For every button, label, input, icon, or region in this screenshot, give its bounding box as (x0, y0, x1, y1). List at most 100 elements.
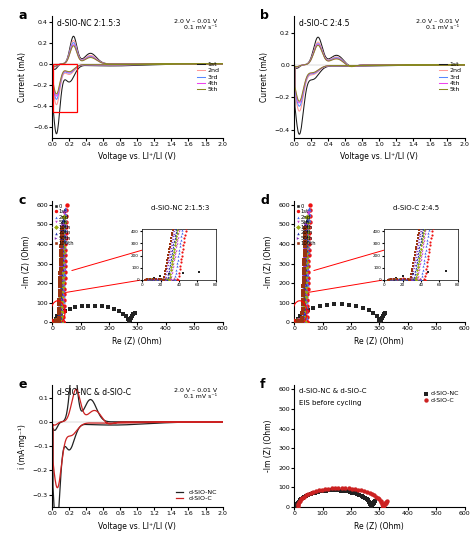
1st (55, 316, 63, 325)
50th (301, 248, 309, 257)
10th (301, 298, 308, 306)
1st (305, 228, 313, 237)
Y-axis label: -Im (Z) (Ohm): -Im (Z) (Ohm) (22, 235, 31, 288)
20th (300, 304, 308, 312)
d-SIO-C (382, 499, 389, 508)
d-SIO-C (378, 499, 386, 508)
1st (306, 223, 313, 232)
50th (56, 304, 64, 313)
50th (299, 313, 307, 322)
50th (57, 257, 65, 266)
2nd (302, 307, 310, 316)
50th (49, 318, 57, 326)
10th (303, 217, 311, 226)
d-SIO-NC (220, 419, 226, 425)
20th (57, 279, 65, 288)
2nd (302, 312, 310, 321)
10th (58, 263, 66, 271)
4th (339, 58, 345, 64)
50th (59, 220, 66, 229)
1st (306, 201, 314, 209)
1st (61, 273, 68, 282)
5th (295, 316, 303, 325)
100th (299, 313, 306, 322)
1st (199, 60, 205, 67)
d-SIO-C (73, 386, 79, 392)
50th (292, 317, 299, 326)
d-SIO-NC (173, 419, 179, 425)
100th (58, 224, 66, 233)
5th (301, 292, 309, 300)
3rd (320, 50, 326, 57)
d-SIO-NC (97, 413, 103, 419)
d-SIO-NC (71, 357, 76, 364)
1st (61, 262, 69, 271)
100th (55, 318, 63, 326)
50th (58, 234, 66, 243)
0 (359, 303, 367, 312)
100th (55, 300, 63, 309)
0 (293, 318, 301, 326)
50th (302, 229, 310, 238)
5th (315, 42, 321, 49)
2nd (54, 101, 59, 108)
d-SIO-C (87, 409, 93, 416)
Text: d-SiO-C 2:4.5: d-SiO-C 2:4.5 (393, 204, 439, 210)
Line: 2nd: 2nd (295, 42, 465, 111)
5th (301, 297, 309, 306)
1st (415, 62, 421, 68)
d-SIO-C (296, 496, 303, 505)
2nd (61, 226, 69, 235)
20th (58, 245, 66, 254)
0 (294, 314, 301, 323)
100th (300, 287, 307, 295)
0 (127, 315, 134, 324)
Legend: d-SIO-NC, d-SIO-C: d-SIO-NC, d-SIO-C (421, 389, 461, 405)
10th (292, 318, 299, 326)
Text: d-SIO-C 2:4.5: d-SIO-C 2:4.5 (299, 19, 350, 28)
50th (301, 239, 309, 247)
3rd (173, 60, 179, 67)
100th (300, 269, 308, 277)
3rd (315, 40, 321, 47)
0 (78, 302, 86, 311)
5th (59, 255, 67, 264)
1st (304, 273, 312, 282)
d-SIO-NC (87, 396, 93, 403)
1st (300, 316, 308, 325)
100th (56, 287, 64, 295)
Legend: d-SIO-NC, d-SIO-C: d-SIO-NC, d-SIO-C (173, 487, 219, 504)
2nd (292, 317, 300, 326)
1st (304, 262, 312, 271)
0 (66, 305, 73, 313)
1st (61, 279, 68, 288)
d-SIO-NC (293, 501, 301, 510)
20th (301, 289, 308, 298)
5th (304, 219, 311, 227)
Line: d-SIO-C: d-SIO-C (53, 389, 223, 488)
5th (302, 266, 310, 275)
1st (60, 301, 67, 310)
100th (292, 318, 299, 326)
0 (304, 306, 311, 314)
1st (62, 223, 70, 232)
d-SIO-C (294, 502, 301, 511)
d-SIO-NC (367, 501, 374, 510)
20th (292, 317, 300, 325)
2nd (59, 307, 66, 316)
1st (87, 50, 93, 57)
5th (301, 313, 308, 322)
10th (56, 318, 64, 326)
d-SIO-NC (367, 502, 374, 511)
d-SIO-C (368, 490, 376, 499)
2nd (301, 318, 309, 326)
10th (301, 288, 309, 296)
2nd (305, 204, 313, 213)
100th (55, 318, 63, 326)
2nd (292, 318, 299, 326)
2nd (329, 55, 335, 62)
50th (301, 267, 308, 275)
10th (292, 317, 300, 325)
100th (58, 233, 65, 241)
5th (54, 90, 59, 97)
